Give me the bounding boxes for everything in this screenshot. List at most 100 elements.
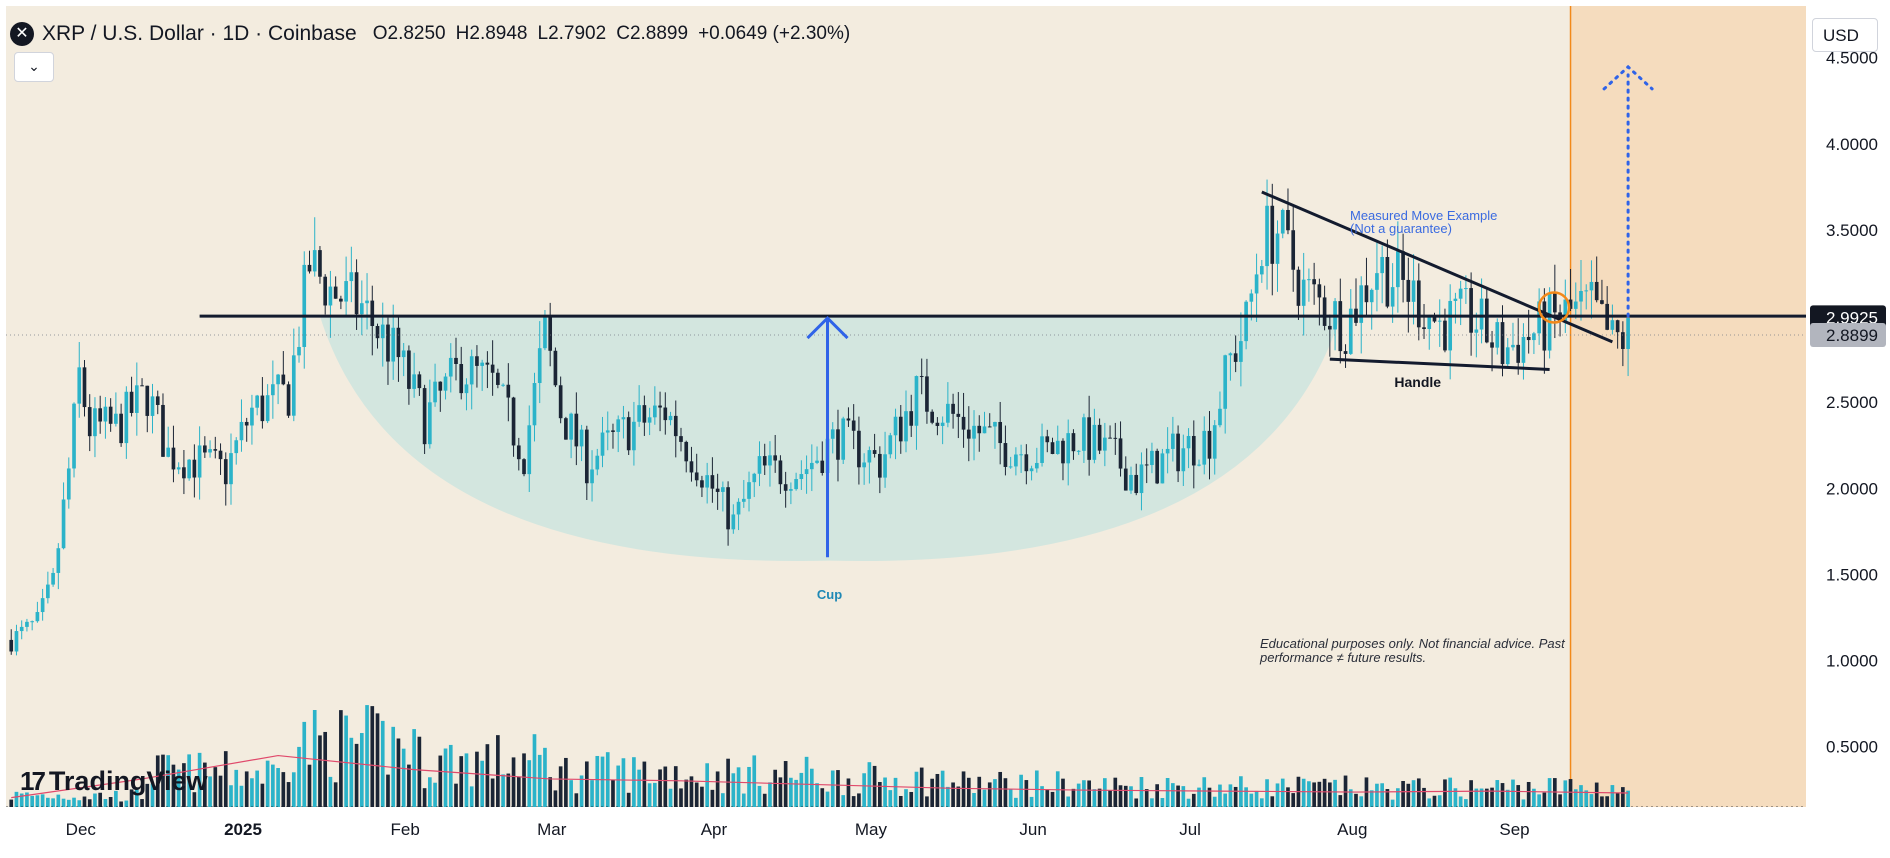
volume-bar: [1568, 779, 1573, 807]
candle: [1338, 301, 1343, 352]
candle: [1296, 269, 1301, 306]
volume-bar: [1108, 790, 1112, 807]
volume-bar: [35, 795, 40, 807]
candle: [684, 441, 689, 462]
time-tick-label: Jul: [1179, 820, 1201, 839]
volume-bar: [1521, 799, 1526, 807]
volume-bar: [454, 783, 458, 807]
candle: [553, 350, 558, 386]
volume-bar: [548, 777, 553, 807]
candle: [1144, 464, 1149, 466]
candle: [1464, 288, 1468, 290]
volume-bar: [103, 799, 108, 807]
symbol-title[interactable]: XRP / U.S. Dollar · 1D · Coinbase: [42, 22, 357, 45]
volume-bar: [1448, 777, 1453, 807]
chevron-down-icon[interactable]: ⌄: [14, 52, 54, 82]
volume-bar: [1066, 796, 1071, 807]
candle: [1474, 329, 1479, 333]
volume-bar: [496, 735, 500, 807]
volume-bar: [768, 782, 772, 807]
candle: [605, 430, 610, 433]
candle: [276, 374, 280, 385]
volume-bar: [14, 791, 19, 807]
candle: [77, 367, 82, 404]
candle: [93, 408, 97, 437]
price-axis: [1806, 0, 1890, 853]
candle: [365, 300, 369, 304]
volume-bar: [1223, 793, 1228, 807]
volume-bar: [370, 706, 375, 807]
volume-bar: [710, 789, 715, 807]
candle: [522, 459, 526, 475]
ohlc-low: L2.7902: [537, 23, 607, 44]
candle: [951, 403, 955, 414]
volume-bar: [522, 753, 526, 807]
candle: [1328, 325, 1332, 330]
volume-bar: [616, 765, 621, 807]
candle: [1197, 464, 1201, 466]
volume-bar: [1375, 783, 1379, 807]
candle: [1364, 285, 1369, 303]
candle: [846, 418, 851, 421]
candle: [804, 469, 809, 475]
candle: [1411, 280, 1416, 302]
candle: [271, 384, 275, 396]
volume-bar: [637, 769, 641, 807]
volume-bar: [752, 755, 757, 807]
candle: [218, 450, 223, 460]
volume-bar: [1040, 786, 1044, 807]
disclaimer-line-1: Educational purposes only. Not financial…: [1260, 636, 1566, 651]
volume-bar: [1464, 799, 1468, 807]
candle: [1301, 279, 1306, 306]
price-tick-label: 0.5000: [1826, 738, 1878, 757]
volume-bar: [527, 760, 532, 807]
volume-bar: [281, 772, 286, 807]
candle: [401, 350, 406, 358]
volume-bar: [883, 777, 887, 807]
candle: [391, 327, 396, 362]
candle: [809, 462, 814, 470]
candle: [166, 447, 171, 457]
candle: [354, 272, 359, 315]
currency-selector[interactable]: USD: [1812, 18, 1878, 52]
volume-bar: [1469, 780, 1473, 807]
volume-bar: [914, 771, 919, 807]
candle: [129, 391, 134, 413]
candle: [40, 598, 45, 613]
volume-bar: [349, 737, 354, 807]
candle: [150, 396, 155, 416]
candle: [475, 356, 479, 366]
candle: [1134, 474, 1139, 494]
volume-bar: [380, 720, 385, 807]
candle: [1458, 288, 1463, 299]
candle: [710, 475, 715, 489]
volume-bar: [663, 766, 668, 807]
candle: [747, 482, 751, 499]
candle: [485, 362, 490, 365]
candle: [1490, 342, 1494, 348]
volume-bar: [569, 780, 573, 807]
candle: [778, 460, 783, 485]
volume-bar: [966, 777, 971, 807]
volume-bar: [1401, 780, 1405, 807]
candle: [757, 456, 762, 474]
candle: [783, 484, 788, 491]
candle: [1401, 251, 1405, 280]
volume-bar: [993, 779, 997, 807]
price-tick-label: 2.0000: [1826, 479, 1878, 498]
volume-bar: [265, 760, 270, 807]
close-x-icon[interactable]: ✕: [10, 22, 34, 46]
volume-bar: [291, 772, 296, 807]
breakout-circle: [1537, 291, 1571, 324]
volume-bar: [621, 758, 626, 807]
volume-bar: [830, 770, 835, 807]
candle: [1097, 424, 1102, 451]
candle: [119, 413, 123, 444]
volume-bar: [82, 796, 87, 807]
candle: [590, 469, 594, 484]
volume-bar: [1563, 780, 1568, 807]
volume-bar: [789, 777, 793, 807]
volume-bar: [51, 798, 55, 807]
candle: [124, 391, 129, 444]
